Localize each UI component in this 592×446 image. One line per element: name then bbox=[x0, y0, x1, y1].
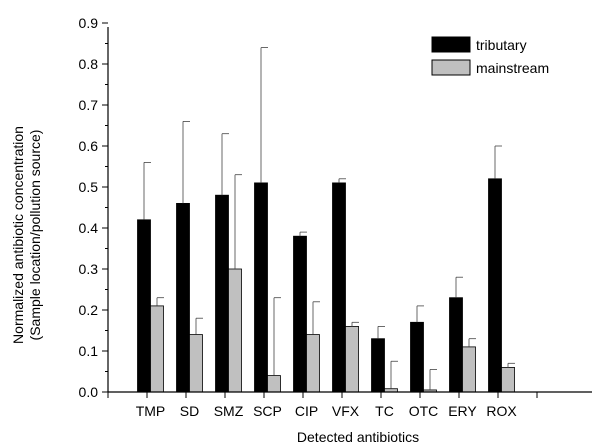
x-category-label-VFX: VFX bbox=[332, 403, 360, 419]
bar-tributary-ROX bbox=[488, 178, 502, 393]
legend-swatch-tributary bbox=[431, 36, 471, 53]
bar-tributary-SCP bbox=[254, 182, 268, 393]
bar-mainstream-ROX bbox=[501, 366, 515, 393]
bar-mainstream-ERY bbox=[462, 346, 476, 393]
bar-mainstream-SD bbox=[189, 334, 203, 393]
y-tick-label-4: 0.4 bbox=[79, 220, 99, 236]
x-category-label-OTC: OTC bbox=[409, 403, 439, 419]
y-tick-label-5: 0.5 bbox=[79, 179, 99, 195]
error-bars-layer bbox=[143, 47, 515, 390]
bars-layer bbox=[137, 178, 515, 393]
bar-tributary-TC bbox=[371, 338, 385, 393]
bar-tributary-CIP bbox=[293, 235, 307, 393]
y-tick-label-7: 0.7 bbox=[79, 97, 99, 113]
y-tick-label-1: 0.1 bbox=[79, 343, 99, 359]
x-category-label-TC: TC bbox=[375, 403, 394, 419]
y-axis-title-line-1: Normalized antibiotic concentration bbox=[10, 126, 26, 344]
bar-tributary-ERY bbox=[449, 297, 463, 393]
y-axis-title-line-2: (Sample location/pollution source) bbox=[27, 130, 43, 341]
y-tick-label-0: 0.0 bbox=[79, 384, 99, 400]
y-tick-label-9: 0.9 bbox=[79, 15, 99, 31]
axes-layer bbox=[107, 27, 592, 393]
bar-tributary-SMZ bbox=[215, 194, 229, 393]
x-ticks-layer: TMP SD SMZ SCP CIP VFX TC OTC ERY ROX bbox=[107, 392, 538, 419]
legend-label-mainstream: mainstream bbox=[476, 60, 549, 76]
y-tick-label-2: 0.2 bbox=[79, 302, 99, 318]
y-axis-title-group: Normalized antibiotic concentration (Sam… bbox=[10, 126, 43, 344]
legend-swatch-mainstream bbox=[431, 59, 471, 76]
x-category-label-SMZ: SMZ bbox=[214, 403, 244, 419]
legend-label-tributary: tributary bbox=[476, 37, 527, 53]
x-category-label-CIP: CIP bbox=[295, 403, 318, 419]
y-tick-label-6: 0.6 bbox=[79, 138, 99, 154]
x-category-label-SD: SD bbox=[180, 403, 199, 419]
x-category-label-ERY: ERY bbox=[448, 403, 477, 419]
bar-mainstream-SMZ bbox=[228, 268, 242, 393]
y-ticks-layer: 0.0 0.1 0.2 0.3 0.4 0.5 0.6 0.7 0.8 0.9 bbox=[79, 15, 108, 400]
y-tick-label-3: 0.3 bbox=[79, 261, 99, 277]
bar-tributary-VFX bbox=[332, 182, 346, 393]
x-axis-title: Detected antibiotics bbox=[297, 429, 419, 445]
bar-mainstream-TMP bbox=[150, 305, 164, 393]
bar-tributary-SD bbox=[176, 202, 190, 393]
x-category-label-SCP: SCP bbox=[253, 403, 282, 419]
bar-tributary-OTC bbox=[410, 321, 424, 393]
bar-tributary-TMP bbox=[137, 219, 151, 393]
bar-mainstream-SCP bbox=[267, 375, 281, 393]
y-tick-label-8: 0.8 bbox=[79, 56, 99, 72]
bar-mainstream-CIP bbox=[306, 334, 320, 393]
x-category-label-TMP: TMP bbox=[136, 403, 166, 419]
legend: tributary mainstream bbox=[431, 36, 549, 76]
bar-mainstream-VFX bbox=[345, 325, 359, 393]
x-category-label-ROX: ROX bbox=[486, 403, 517, 419]
